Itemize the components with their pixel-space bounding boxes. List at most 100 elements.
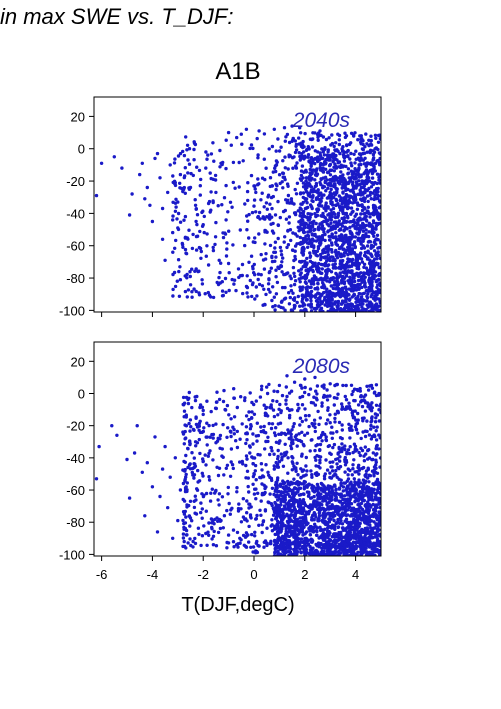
scatter-point bbox=[213, 173, 218, 178]
scatter-point bbox=[304, 179, 308, 183]
scatter-point bbox=[378, 281, 381, 285]
scatter-point bbox=[285, 450, 289, 454]
scatter-point bbox=[362, 307, 366, 311]
scatter-point bbox=[192, 456, 196, 460]
scatter-point bbox=[317, 514, 322, 518]
scatter-point bbox=[215, 400, 219, 404]
scatter-point bbox=[361, 430, 365, 434]
scatter-point bbox=[343, 269, 347, 273]
scatter-point bbox=[324, 167, 328, 171]
scatter-point bbox=[282, 504, 287, 508]
scatter-point bbox=[263, 242, 267, 246]
scatter-point bbox=[344, 509, 348, 513]
scatter-point bbox=[329, 154, 334, 158]
scatter-point bbox=[283, 442, 287, 446]
scatter-point bbox=[256, 433, 261, 438]
scatter-point bbox=[344, 192, 349, 197]
scatter-point bbox=[187, 390, 191, 395]
scatter-point bbox=[332, 165, 336, 169]
scatter-point bbox=[346, 187, 350, 192]
scatter-point bbox=[325, 279, 329, 283]
scatter-point bbox=[171, 214, 175, 218]
scatter-point bbox=[175, 217, 179, 221]
scatter-point bbox=[181, 497, 185, 502]
scatter-point bbox=[319, 541, 323, 546]
scatter-point bbox=[295, 242, 299, 246]
scatter-point bbox=[190, 451, 194, 455]
scatter-point bbox=[332, 144, 336, 149]
scatter-point bbox=[349, 269, 354, 273]
scatter-point bbox=[237, 502, 241, 506]
scatter-point bbox=[378, 205, 381, 209]
scatter-point bbox=[357, 291, 361, 296]
scatter-point bbox=[185, 148, 189, 152]
scatter-point bbox=[377, 221, 381, 225]
scatter-point bbox=[330, 215, 334, 219]
scatter-point bbox=[362, 498, 366, 503]
scatter-point bbox=[225, 508, 229, 513]
scatter-point bbox=[239, 538, 243, 542]
scatter-point bbox=[346, 477, 351, 481]
scatter-point bbox=[293, 296, 297, 300]
scatter-point bbox=[361, 151, 365, 156]
scatter-point bbox=[195, 425, 200, 429]
scatter-point bbox=[356, 232, 361, 236]
scatter-point bbox=[246, 295, 250, 299]
scatter-point bbox=[349, 131, 354, 135]
scatter-point bbox=[253, 463, 258, 468]
scatter-point bbox=[298, 158, 302, 162]
scatter-point bbox=[249, 516, 253, 520]
scatter-point bbox=[274, 486, 278, 491]
scatter-point bbox=[373, 420, 378, 424]
scatter-point bbox=[291, 137, 295, 141]
scatter-point bbox=[330, 298, 334, 302]
scatter-point bbox=[112, 155, 117, 159]
scatter-point bbox=[197, 245, 202, 250]
scatter-point bbox=[331, 431, 335, 435]
scatter-point bbox=[361, 495, 365, 500]
scatter-point bbox=[204, 150, 208, 154]
scatter-point bbox=[348, 490, 352, 494]
scatter-point bbox=[263, 508, 268, 512]
scatter-point bbox=[293, 531, 297, 535]
scatter-point bbox=[216, 282, 221, 287]
scatter-point bbox=[326, 253, 330, 257]
scatter-point bbox=[155, 151, 160, 156]
scatter-point bbox=[302, 150, 306, 154]
scatter-point bbox=[327, 507, 331, 511]
scatter-point bbox=[320, 487, 324, 491]
scatter-point bbox=[286, 549, 291, 554]
scatter-point bbox=[356, 403, 361, 407]
scatter-point bbox=[369, 246, 373, 250]
scatter-point bbox=[363, 215, 367, 220]
scatter-point bbox=[220, 280, 224, 284]
scatter-point bbox=[171, 294, 175, 298]
scatter-point bbox=[328, 162, 333, 167]
figure-title: A1B bbox=[215, 58, 261, 85]
scatter-point bbox=[367, 433, 372, 437]
scatter-point bbox=[292, 513, 296, 518]
scatter-point bbox=[362, 459, 367, 463]
scatter-point bbox=[337, 293, 341, 297]
scatter-point bbox=[280, 270, 284, 274]
scatter-point bbox=[373, 390, 377, 394]
scatter-point bbox=[370, 415, 374, 419]
scatter-point bbox=[347, 502, 351, 507]
scatter-point bbox=[246, 198, 250, 203]
scatter-point bbox=[192, 147, 196, 152]
scatter-point bbox=[377, 160, 381, 165]
scatter-point bbox=[214, 406, 218, 411]
scatter-point bbox=[224, 254, 229, 258]
scatter-point bbox=[337, 508, 342, 512]
scatter-point bbox=[367, 287, 371, 292]
scatter-point bbox=[362, 510, 367, 514]
scatter-point bbox=[245, 438, 249, 442]
scatter-point bbox=[340, 224, 345, 228]
scatter-point bbox=[225, 463, 230, 467]
scatter-point bbox=[216, 498, 220, 502]
scatter-point bbox=[330, 535, 334, 539]
scatter-point bbox=[361, 530, 365, 535]
scatter-point bbox=[263, 447, 267, 451]
scatter-point bbox=[359, 251, 363, 255]
